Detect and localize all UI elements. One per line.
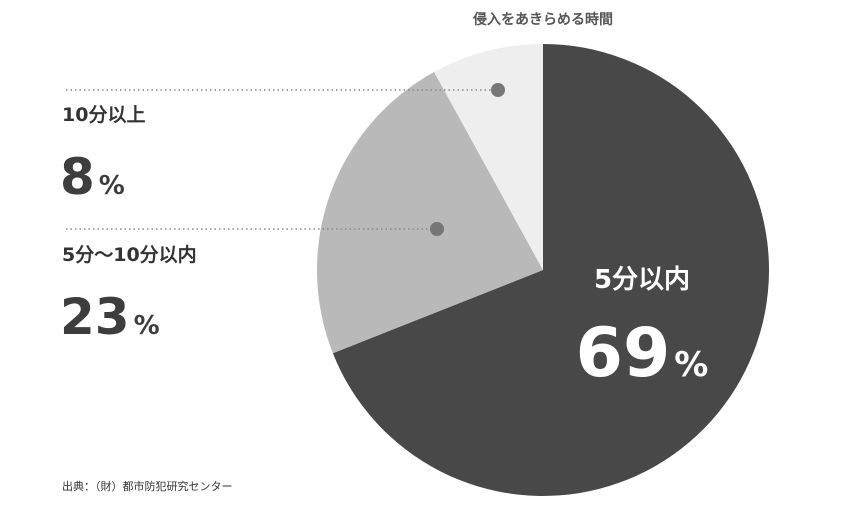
label-10min-plus-category: 10分以上 [62,104,145,126]
label-5-10min-category: 5分〜10分以内 [62,243,197,266]
chart-title: 侵入をあきらめる時間 [472,11,613,28]
value-10min-plus: 8 [60,148,95,206]
label-5-10min-value: 23% [60,288,160,346]
label-5min-category: 5分以内 [594,265,690,295]
slice-5min [332,44,769,497]
leader-dot-10min-plus [491,83,505,97]
value-5-10min: 23 [60,288,130,346]
leader-dot-5-10min [430,222,444,236]
value-5min: 69 [576,314,671,393]
unit-5min: % [674,345,708,385]
unit-5-10min: % [134,311,160,341]
pie-slices [316,44,769,497]
unit-10min-plus: % [99,171,125,201]
source-note: 出典：（財）都市防犯研究センター [62,479,233,493]
label-5min-value: 69% [576,314,709,393]
slice-10min-plus [434,44,543,270]
label-10min-plus-value: 8% [60,148,125,206]
slice-5-10min [316,71,543,354]
